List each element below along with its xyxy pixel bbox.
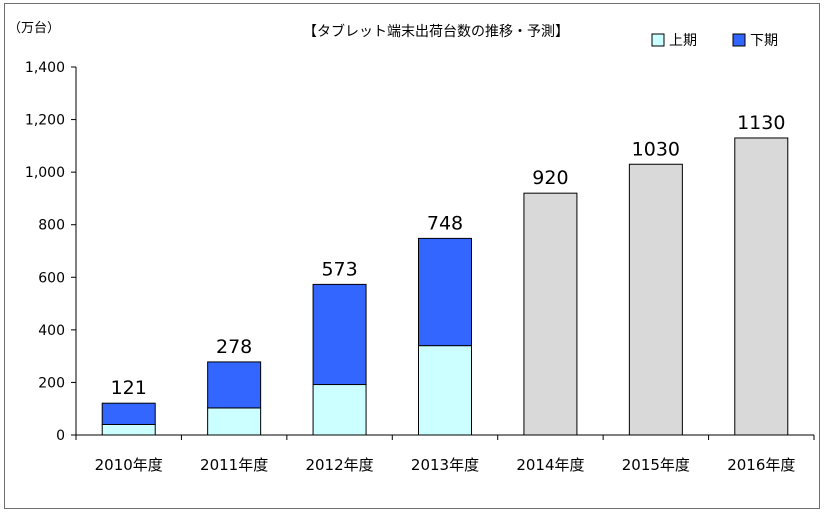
bar-segment (312, 283, 367, 386)
bar-segment (312, 384, 367, 436)
bar-segment (207, 407, 262, 436)
legend-swatch-second-half (732, 33, 746, 47)
x-tick-label: 2014年度 (516, 456, 584, 474)
bar-segment (418, 345, 472, 436)
total-labels: 121 278 573 748 920 1030 1130 (111, 112, 786, 399)
y-tick-label: 1,000 (25, 165, 65, 181)
total-label: 748 (427, 212, 463, 234)
y-tick-label: 0 (56, 428, 65, 444)
bars (101, 137, 789, 436)
chart-title: 【タブレット端末出荷台数の推移・予測】 (303, 23, 569, 40)
y-axis: 0 200 400 600 800 1,000 1,200 1,400 (25, 60, 77, 444)
total-label: 1030 (632, 138, 680, 160)
total-label: 1130 (737, 112, 785, 134)
total-label: 573 (321, 258, 357, 280)
y-tick-label: 800 (38, 218, 65, 234)
total-label: 121 (111, 377, 147, 399)
legend: 上期 下期 (651, 33, 778, 49)
x-tick-label: 2011年度 (200, 456, 268, 474)
legend-swatch-first-half (651, 33, 665, 47)
x-axis: 2010年度 2011年度 2012年度 2013年度 2014年度 2015年度 2016… (75, 434, 815, 474)
bar-segment (418, 237, 472, 347)
x-tick-label: 2010年度 (95, 456, 163, 474)
legend-label-second-half: 下期 (750, 33, 778, 49)
x-tick-label: 2015年度 (622, 456, 690, 474)
y-tick-label: 1,200 (25, 113, 65, 129)
total-label: 278 (216, 336, 252, 358)
bar-segment (207, 361, 262, 409)
bar-segment (734, 137, 789, 436)
bar-segment (628, 163, 683, 436)
y-tick-label: 400 (38, 323, 65, 339)
bar-segment (101, 402, 156, 425)
x-tick-label: 2012年度 (305, 456, 373, 474)
x-tick-label: 2016年度 (727, 456, 795, 474)
y-tick-label: 1,400 (25, 60, 65, 76)
legend-label-first-half: 上期 (669, 33, 697, 49)
bar-segment (523, 192, 578, 436)
x-tick-label: 2013年度 (411, 456, 479, 474)
unit-label: （万台） (8, 21, 60, 36)
bar-segment (101, 423, 156, 436)
total-label: 920 (532, 167, 568, 189)
y-tick-label: 200 (38, 375, 65, 391)
y-tick-label: 600 (38, 270, 65, 286)
